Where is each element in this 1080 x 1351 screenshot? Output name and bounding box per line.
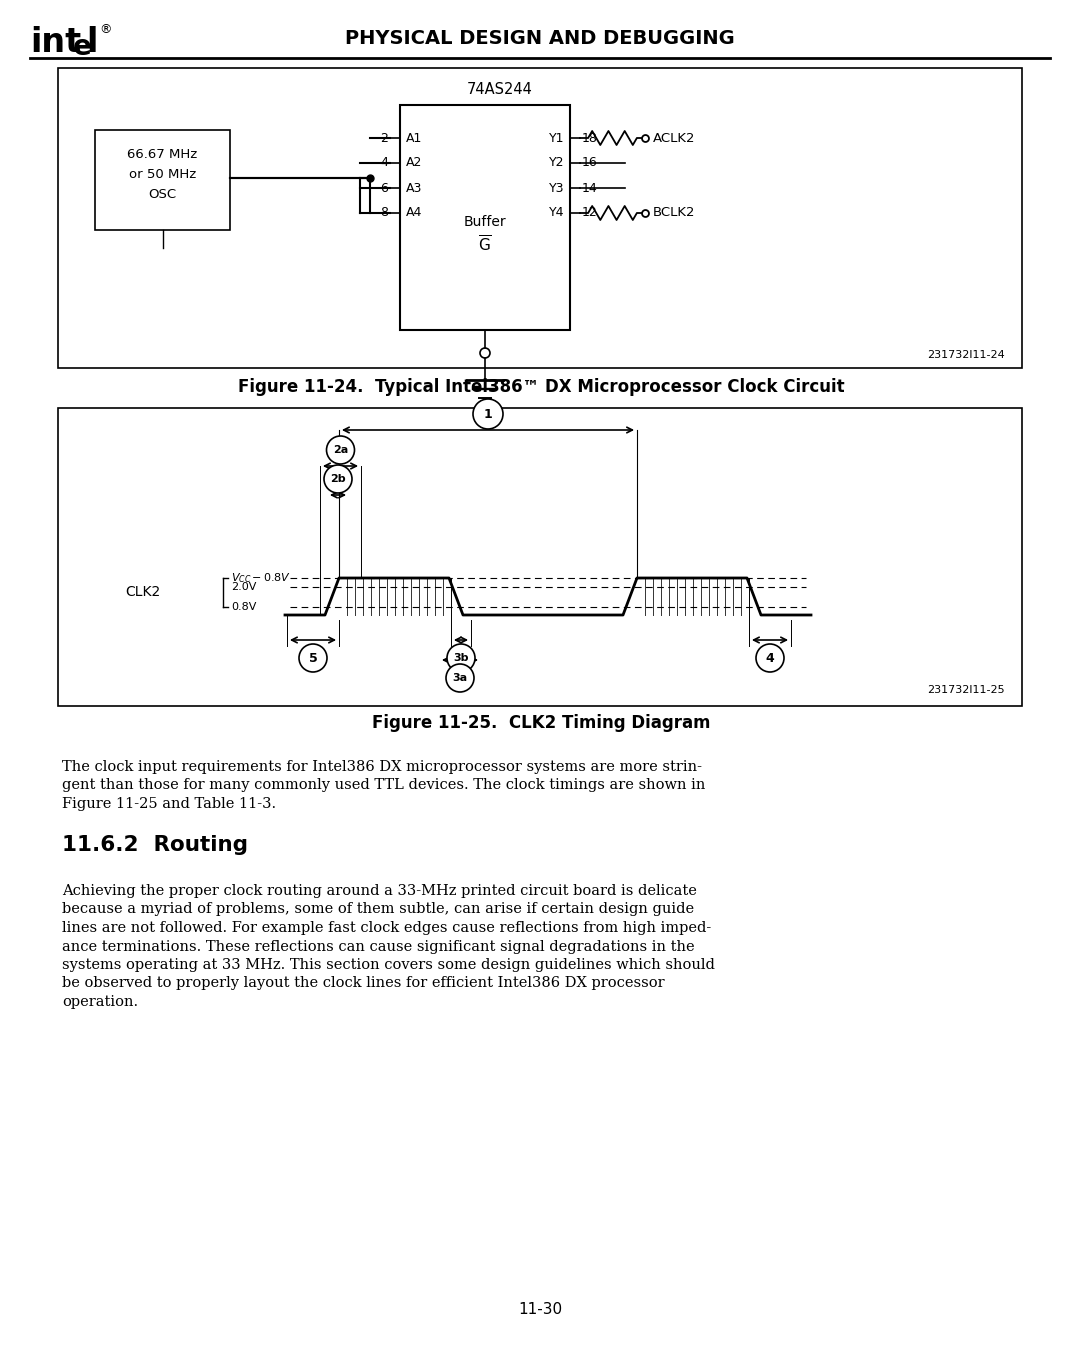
Text: 8: 8 bbox=[380, 207, 388, 219]
Text: A3: A3 bbox=[406, 181, 422, 195]
Text: A4: A4 bbox=[406, 207, 422, 219]
Text: 231732l11-25: 231732l11-25 bbox=[928, 685, 1005, 694]
Circle shape bbox=[326, 436, 354, 463]
Circle shape bbox=[480, 349, 490, 358]
Text: 3a: 3a bbox=[453, 673, 468, 684]
Text: or 50 MHz: or 50 MHz bbox=[129, 169, 197, 181]
Text: $\overline{\mathrm{G}}$: $\overline{\mathrm{G}}$ bbox=[478, 235, 491, 255]
Text: 2b: 2b bbox=[330, 474, 346, 484]
Circle shape bbox=[446, 663, 474, 692]
Text: 4: 4 bbox=[380, 157, 388, 169]
Bar bbox=[58, 408, 1022, 707]
Text: be observed to properly layout the clock lines for efficient Intel386 DX process: be observed to properly layout the clock… bbox=[62, 977, 664, 990]
Circle shape bbox=[473, 399, 503, 430]
Text: Buffer: Buffer bbox=[463, 216, 507, 230]
Text: PHYSICAL DESIGN AND DEBUGGING: PHYSICAL DESIGN AND DEBUGGING bbox=[346, 28, 734, 47]
Text: 5: 5 bbox=[309, 651, 318, 665]
Text: 2: 2 bbox=[380, 131, 388, 145]
Circle shape bbox=[756, 644, 784, 671]
Text: gent than those for many commonly used TTL devices. The clock timings are shown : gent than those for many commonly used T… bbox=[62, 778, 705, 793]
Text: 74AS244: 74AS244 bbox=[467, 82, 532, 97]
Text: 18: 18 bbox=[582, 131, 598, 145]
Text: because a myriad of problems, some of them subtle, can arise if certain design g: because a myriad of problems, some of th… bbox=[62, 902, 694, 916]
Text: 4: 4 bbox=[766, 651, 774, 665]
Text: 16: 16 bbox=[582, 157, 597, 169]
Bar bbox=[400, 105, 570, 330]
Circle shape bbox=[447, 644, 475, 671]
Text: Figure 11-25.  CLK2 Timing Diagram: Figure 11-25. CLK2 Timing Diagram bbox=[372, 713, 711, 732]
Text: ®: ® bbox=[99, 23, 111, 36]
Text: Achieving the proper clock routing around a 33-MHz printed circuit board is deli: Achieving the proper clock routing aroun… bbox=[62, 884, 697, 898]
Text: A1: A1 bbox=[406, 131, 422, 145]
Text: l: l bbox=[86, 26, 97, 58]
Text: operation.: operation. bbox=[62, 994, 138, 1009]
Text: 1: 1 bbox=[484, 408, 492, 420]
Text: 2a: 2a bbox=[333, 444, 348, 455]
Text: Y1: Y1 bbox=[549, 131, 564, 145]
Text: Y2: Y2 bbox=[549, 157, 564, 169]
Text: 0.8V: 0.8V bbox=[231, 603, 256, 612]
Text: The clock input requirements for Intel386 DX microprocessor systems are more str: The clock input requirements for Intel38… bbox=[62, 761, 702, 774]
Text: OSC: OSC bbox=[148, 189, 176, 201]
Text: 2.0V: 2.0V bbox=[231, 582, 256, 592]
Text: BCLK2: BCLK2 bbox=[653, 207, 696, 219]
Text: 11-30: 11-30 bbox=[518, 1302, 562, 1317]
Text: 66.67 MHz: 66.67 MHz bbox=[127, 149, 198, 162]
Circle shape bbox=[324, 465, 352, 493]
Text: int: int bbox=[30, 26, 81, 58]
Text: 6: 6 bbox=[380, 181, 388, 195]
Text: ance terminations. These reflections can cause significant signal degradations i: ance terminations. These reflections can… bbox=[62, 939, 694, 954]
Text: 3b: 3b bbox=[454, 653, 469, 663]
Text: e: e bbox=[73, 32, 92, 61]
Text: 12: 12 bbox=[582, 207, 597, 219]
Text: 14: 14 bbox=[582, 181, 597, 195]
Text: Figure 11-25 and Table 11-3.: Figure 11-25 and Table 11-3. bbox=[62, 797, 276, 811]
Bar bbox=[95, 130, 230, 230]
Text: Y4: Y4 bbox=[549, 207, 564, 219]
Text: $V_{CC}-0.8V$: $V_{CC}-0.8V$ bbox=[231, 571, 292, 585]
Text: 11.6.2  Routing: 11.6.2 Routing bbox=[62, 835, 248, 855]
Text: systems operating at 33 MHz. This section covers some design guidelines which sh: systems operating at 33 MHz. This sectio… bbox=[62, 958, 715, 971]
Bar bbox=[58, 68, 1022, 367]
Text: A2: A2 bbox=[406, 157, 422, 169]
Text: CLK2: CLK2 bbox=[125, 585, 160, 598]
Text: ACLK2: ACLK2 bbox=[653, 131, 696, 145]
Text: Y3: Y3 bbox=[549, 181, 564, 195]
Circle shape bbox=[299, 644, 327, 671]
Text: lines are not followed. For example fast clock edges cause reflections from high: lines are not followed. For example fast… bbox=[62, 921, 712, 935]
Text: Figure 11-24.  Typical Intel386™ DX Microprocessor Clock Circuit: Figure 11-24. Typical Intel386™ DX Micro… bbox=[238, 378, 845, 396]
Text: 231732l11-24: 231732l11-24 bbox=[928, 350, 1005, 359]
